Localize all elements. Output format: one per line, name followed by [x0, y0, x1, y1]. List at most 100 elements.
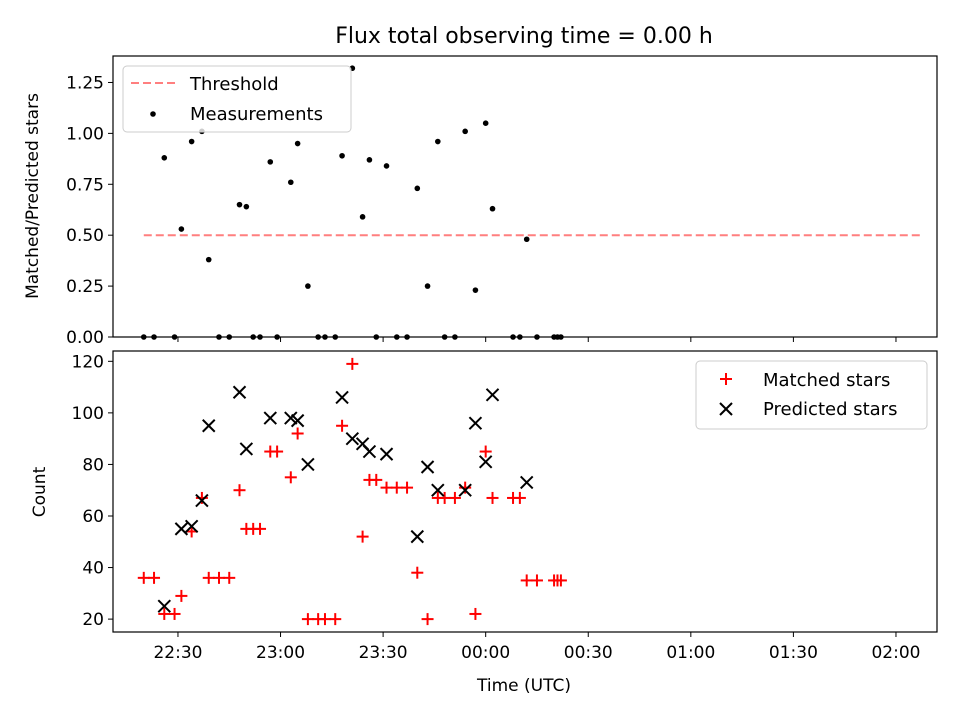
matched-star-marker — [336, 419, 349, 432]
measurement-point — [339, 152, 345, 159]
measurement-point — [188, 138, 195, 145]
matched-star-marker — [554, 574, 567, 587]
predicted-star-marker-b — [355, 437, 370, 451]
predicted-star-marker-b — [301, 457, 315, 472]
predicted-star-marker-b — [345, 431, 360, 446]
predicted-star-marker-b — [468, 416, 483, 430]
predicted-star-marker-b — [485, 388, 500, 402]
count-x-tick-label: 23:30 — [359, 643, 408, 663]
predicted-star-marker-b — [362, 444, 377, 459]
count-y-tick-label: 40 — [82, 559, 104, 579]
measurement-point — [161, 155, 168, 161]
measurement-point — [267, 159, 274, 165]
figure-title: Flux total observing time = 0.00 h — [335, 24, 713, 49]
measurement-point — [482, 120, 489, 126]
measurement-point — [435, 138, 441, 145]
measurement-point — [489, 205, 496, 212]
matched-star-marker — [530, 574, 543, 587]
predicted-star-marker — [184, 519, 199, 534]
measurements-legend-dot — [150, 111, 156, 117]
count-y-tick-label: 120 — [72, 352, 104, 372]
ratio-axes-frame — [112, 55, 938, 338]
predicted-star-marker — [458, 483, 472, 497]
matched-star-marker — [148, 571, 161, 584]
predicted-star-marker — [468, 416, 483, 430]
matched-star-marker — [291, 427, 304, 440]
count-axes-frame — [112, 350, 938, 633]
predicted-star-marker-b — [157, 599, 171, 613]
matched-star-marker — [233, 484, 246, 497]
count-x-tick-label: 22:30 — [153, 643, 202, 663]
predicted-star-marker — [232, 385, 247, 399]
count-y-tick-label: 60 — [82, 507, 104, 527]
measurement-point — [287, 179, 294, 186]
matched-star-marker — [469, 607, 482, 620]
predicted-star-marker-b — [174, 522, 189, 536]
matched-star-marker — [223, 571, 236, 584]
measurement-point — [424, 283, 431, 289]
predicted-star-marker — [174, 522, 189, 536]
measurement-point — [414, 185, 421, 192]
predicted-star-marker-b — [239, 442, 254, 456]
predicted-star-marker-b — [458, 483, 472, 497]
count-y-ticks: 20 40 60 80 100 120 — [72, 352, 113, 630]
measurement-point — [366, 157, 373, 163]
predicted-star-marker-b — [232, 385, 247, 399]
matched-star-marker — [356, 530, 369, 543]
threshold-legend-label: Threshold — [189, 74, 279, 95]
predicted-star-marker-b — [379, 447, 394, 461]
matched-legend-label: Matched stars — [763, 370, 890, 391]
predicted-star-marker — [195, 493, 209, 508]
ratio-panel: 0.00 0.25 0.50 0.75 1.00 1.25 Matched/Predict… — [23, 55, 938, 348]
predicted-star-marker-b — [335, 390, 349, 405]
ratio-y-tick-label: 0.50 — [66, 226, 104, 246]
predicted-star-marker-b — [284, 411, 298, 425]
matched-star-marker — [195, 491, 208, 504]
matched-star-marker — [158, 607, 171, 620]
count-x-tick-label: 00:00 — [461, 643, 510, 663]
predicted-legend-marker — [719, 402, 733, 416]
count-legend: Matched stars Predicted stars — [695, 360, 928, 430]
matched-star-marker — [513, 491, 526, 504]
matched-star-marker — [380, 481, 393, 494]
matched-star-marker — [284, 471, 297, 484]
predicted-star-marker — [301, 457, 315, 472]
measurements-legend-label: Measurements — [190, 104, 323, 125]
ratio-legend-box — [122, 65, 352, 133]
matched-star-marker — [271, 445, 284, 458]
matched-star-marker — [459, 481, 472, 494]
matched-star-marker — [520, 574, 533, 587]
count-y-axis-label: Count — [30, 466, 50, 517]
ratio-legend: Threshold Measurements — [122, 65, 352, 133]
predicted-star-marker — [379, 447, 394, 461]
predicted-star-marker — [284, 411, 298, 425]
count-x-tick-label: 02:00 — [871, 643, 920, 663]
predicted-star-marker-b — [290, 413, 305, 428]
predicted-star-marker-b — [184, 519, 199, 534]
measurement-point — [294, 140, 301, 147]
measurement-point — [523, 236, 530, 243]
count-x-tick-label: 00:30 — [564, 643, 613, 663]
ratio-y-tick-label: 1.00 — [66, 124, 104, 144]
ratio-y-ticks: 0.00 0.25 0.50 0.75 1.00 1.25 — [66, 73, 113, 348]
count-y-tick-label: 20 — [82, 610, 104, 630]
predicted-star-marker — [335, 390, 349, 405]
matched-star-marker — [329, 613, 342, 626]
predicted-legend-label: Predicted stars — [763, 399, 897, 420]
matched-star-marker — [168, 607, 181, 620]
x-axis-label: Time (UTC) — [476, 676, 571, 696]
predicted-star-marker-b — [431, 483, 445, 497]
count-marks — [137, 357, 567, 626]
count-y-tick-label: 100 — [72, 404, 104, 424]
ratio-y-tick-label: 0.25 — [66, 277, 104, 297]
predicted-star-marker-b — [420, 460, 435, 474]
predicted-star-marker-b — [478, 455, 493, 469]
predicted-star-marker — [362, 444, 377, 459]
count-x-ticks: 22:30 23:00 23:30 00:00 00:30 01:00 01:30 02:00 — [153, 632, 920, 663]
matched-star-marker — [212, 571, 225, 584]
matched-star-marker — [486, 491, 499, 504]
measurement-point — [243, 203, 250, 210]
predicted-star-marker — [263, 411, 277, 425]
count-y-tick-label: 80 — [82, 455, 104, 475]
